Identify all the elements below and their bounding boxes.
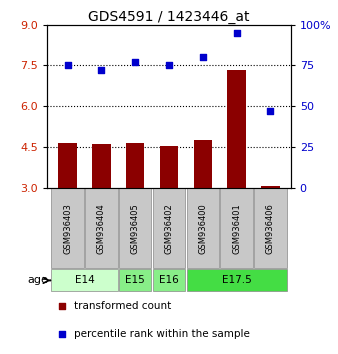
- Point: [59, 331, 65, 337]
- Point: [99, 68, 104, 73]
- Bar: [220, 188, 253, 268]
- Text: E14: E14: [75, 275, 94, 285]
- Text: GSM936405: GSM936405: [131, 203, 140, 254]
- Bar: [119, 269, 151, 291]
- Bar: [261, 186, 280, 188]
- Point: [166, 63, 172, 68]
- Text: E17.5: E17.5: [222, 275, 251, 285]
- Bar: [187, 188, 219, 268]
- Point: [65, 63, 70, 68]
- Bar: [160, 145, 178, 188]
- Bar: [153, 269, 185, 291]
- Point: [234, 30, 239, 36]
- Text: E15: E15: [125, 275, 145, 285]
- Text: GSM936402: GSM936402: [165, 203, 173, 254]
- Bar: [92, 144, 111, 188]
- Bar: [227, 69, 246, 188]
- Text: GSM936403: GSM936403: [63, 203, 72, 254]
- Text: GSM936400: GSM936400: [198, 203, 207, 254]
- Text: GSM936401: GSM936401: [232, 203, 241, 254]
- Text: transformed count: transformed count: [74, 302, 171, 312]
- Bar: [119, 188, 151, 268]
- Point: [268, 108, 273, 114]
- Bar: [126, 143, 145, 188]
- Bar: [187, 269, 287, 291]
- Text: GSM936404: GSM936404: [97, 203, 106, 254]
- Bar: [193, 140, 212, 188]
- Point: [59, 304, 65, 309]
- Text: age: age: [27, 275, 48, 285]
- Bar: [153, 188, 185, 268]
- Bar: [254, 188, 287, 268]
- Bar: [58, 143, 77, 188]
- Bar: [51, 188, 84, 268]
- Point: [132, 59, 138, 65]
- Text: percentile rank within the sample: percentile rank within the sample: [74, 329, 250, 339]
- Text: GSM936406: GSM936406: [266, 203, 275, 254]
- Text: E16: E16: [159, 275, 179, 285]
- Title: GDS4591 / 1423446_at: GDS4591 / 1423446_at: [88, 10, 250, 24]
- Point: [200, 55, 206, 60]
- Bar: [51, 269, 118, 291]
- Bar: [85, 188, 118, 268]
